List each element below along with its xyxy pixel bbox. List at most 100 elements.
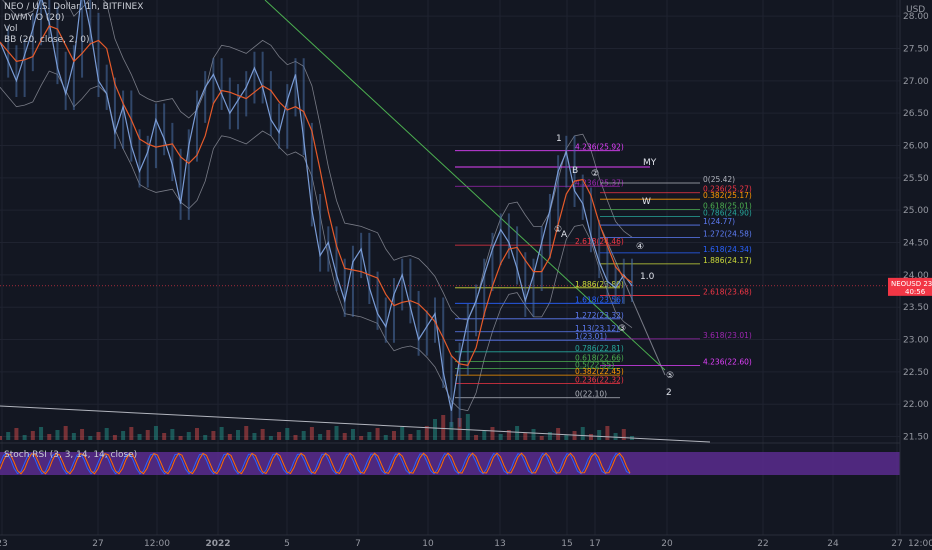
price-badge-countdown: 40:56 (905, 288, 926, 296)
volume-bar (350, 429, 355, 440)
fib-label: 1(24.77) (703, 217, 735, 226)
volume-bar (433, 419, 438, 440)
time-tick-label: 27 (891, 539, 902, 549)
volume-bar (424, 426, 429, 440)
volume-bar (260, 429, 265, 440)
volume-bar (121, 431, 126, 440)
wave-label: ④ (636, 242, 644, 252)
fib-label: 0.5(22.55) (575, 361, 614, 370)
volume-bar (490, 427, 495, 440)
fib-label: 1(23.01) (575, 332, 607, 341)
price-tick-label: 27.00 (903, 77, 929, 87)
volume-bar (449, 422, 454, 440)
fib-label: 1.13(23.12) (575, 324, 619, 333)
stoch-d-line (0, 452, 631, 475)
volume-bar (6, 432, 11, 440)
time-tick-label: 24 (827, 539, 839, 549)
fib-label: 1.272(24.58) (703, 229, 752, 238)
volume-bar (408, 434, 413, 440)
volume-bar (301, 431, 306, 440)
volume-bar (88, 436, 93, 440)
fib-label: 4.236(25.92) (575, 143, 624, 152)
time-tick-label: 20 (661, 539, 673, 549)
currency-label: USD (906, 5, 925, 15)
volume-bar (244, 426, 249, 440)
volume-bar (211, 431, 216, 440)
volume-bar (268, 436, 273, 440)
price-tick-label: 28.00 (903, 12, 929, 22)
fib-label: 1.618(23.56) (575, 295, 624, 304)
volume-bar (416, 430, 421, 440)
volume-bar (359, 436, 364, 440)
volume-bar (383, 435, 388, 440)
volume-bar (326, 430, 331, 440)
volume-bar (153, 426, 158, 440)
indicator-vol-label[interactable]: Vol (4, 24, 18, 34)
wave-label: A (561, 230, 568, 240)
volume-bar (539, 436, 544, 440)
wave-label: ② (591, 169, 599, 179)
price-tick-label: 26.00 (903, 142, 929, 152)
volume-bar (0, 436, 2, 440)
volume-bar (236, 430, 241, 440)
price-tick-label: 23.00 (903, 336, 929, 346)
price-tick-label: 26.50 (903, 109, 929, 119)
volume-bars (0, 414, 634, 440)
time-tick-label: 17 (589, 539, 600, 549)
volume-bar (170, 429, 175, 440)
volume-bar (531, 429, 536, 440)
volume-bar (367, 432, 372, 440)
indicator-dwmy-label[interactable]: DWMY O (20) (4, 13, 65, 23)
projection-line (601, 229, 666, 376)
fib-label: 0.786(24.90) (703, 209, 752, 218)
wave-label: MY (643, 158, 657, 168)
price-tick-label: 25.50 (903, 174, 929, 184)
volume-bar (498, 434, 503, 440)
wave-label: W (642, 197, 651, 207)
time-tick-label: 15 (561, 539, 572, 549)
volume-bar (186, 432, 191, 440)
trendlines (0, 0, 900, 443)
volume-bar (14, 428, 19, 440)
fib-label: 0(22.10) (575, 390, 607, 399)
price-axis-bg (900, 0, 932, 550)
volume-bar (96, 432, 101, 440)
volume-bar (309, 427, 314, 440)
volume-bar (104, 428, 109, 440)
fib-label: 3.618(23.01) (703, 331, 752, 340)
symbol-title[interactable]: NEO / U.S. Dollar, 1h, BITFINEX (4, 2, 144, 12)
volume-bar (194, 428, 199, 440)
fib-levels: 4.236(25.92) 4.236(25.37) 0(25.42)0.236(25… (455, 143, 752, 399)
bb-upper (2, 0, 633, 321)
stoch-rsi-label[interactable]: Stoch RSI (3, 3, 14, 14, close) (4, 450, 138, 460)
fib-label: 0.618(22.66) (575, 354, 624, 363)
time-tick-label: 5 (284, 539, 290, 549)
volume-bar (30, 431, 35, 440)
fib-label: 0.382(25.17) (703, 191, 752, 200)
indicator-bb-label[interactable]: BB (20, close, 2, 0) (4, 35, 90, 45)
wave-label: ③ (618, 324, 626, 334)
volume-bar (391, 431, 396, 440)
volume-bar (39, 427, 44, 440)
price-tick-label: 24.00 (903, 271, 929, 281)
price-tick-label: 22.50 (903, 368, 929, 378)
descending-trendline (264, 0, 666, 371)
volume-bar (55, 430, 60, 440)
time-tick-label: 7 (355, 539, 361, 549)
volume-bar (588, 434, 593, 440)
time-tick-label: 12:00 (908, 539, 932, 549)
volume-bar (63, 426, 68, 440)
volume-bar (112, 435, 117, 440)
volume-bar (621, 429, 626, 440)
volume-bar (162, 433, 167, 440)
fib-label: 0.618(25.01) (703, 202, 752, 211)
volume-bar (318, 434, 323, 440)
price-badge-symbol: NEOUSD 23.83 (891, 280, 932, 288)
time-tick-label: 22 (757, 539, 768, 549)
volume-bar (129, 427, 134, 440)
fib-label: 1.886(24.17) (703, 256, 752, 265)
price-tick-label: 24.50 (903, 239, 929, 249)
